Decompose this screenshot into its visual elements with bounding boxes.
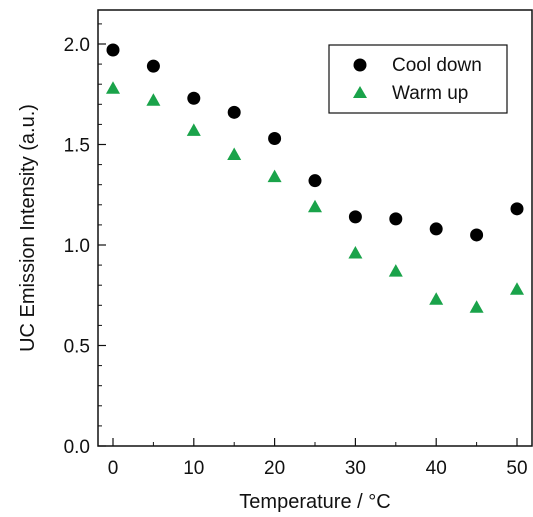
legend: Cool down Warm up xyxy=(328,44,508,114)
legend-label-cool-down: Cool down xyxy=(392,55,482,76)
cool-down-point xyxy=(308,174,322,188)
legend-box xyxy=(328,44,508,114)
warm-up-point xyxy=(348,246,363,259)
legend-label-warm-up: Warm up xyxy=(392,83,468,104)
cool-down-point xyxy=(227,105,241,119)
axis-ticks: 0 10 20 30 40 50 0.0 0.5 1.0 1.5 2.0 xyxy=(64,23,528,479)
cool-down-point xyxy=(389,212,403,226)
y-tick-label: 0.5 xyxy=(64,337,90,358)
warm-up-point xyxy=(186,123,201,136)
warm-up-point xyxy=(267,169,282,183)
series-layer xyxy=(106,43,524,313)
warm-up-point xyxy=(308,199,322,213)
cool-down-point xyxy=(268,131,282,145)
y-tick-label: 2.0 xyxy=(64,35,90,56)
y-tick-label: 1.0 xyxy=(64,236,90,257)
warm-up-point xyxy=(510,282,524,295)
legend-marker-warm-up xyxy=(353,86,367,98)
x-tick-label: 40 xyxy=(426,458,447,479)
warm-up-point xyxy=(469,300,484,313)
y-axis-label: UC Emission Intensity (a.u.) xyxy=(17,104,39,352)
x-tick-label: 0 xyxy=(108,458,119,479)
x-tick-label: 50 xyxy=(506,458,527,479)
cool-down-point xyxy=(106,43,120,57)
cool-down-point xyxy=(146,59,160,73)
y-tick-label: 1.5 xyxy=(64,136,90,157)
warm-up-point xyxy=(146,93,161,106)
x-tick-label: 10 xyxy=(183,458,204,479)
cool-down-point xyxy=(348,210,362,224)
legend-marker-cool-down xyxy=(353,58,367,72)
y-tick-label: 0.0 xyxy=(64,437,90,458)
x-tick-label: 30 xyxy=(345,458,366,479)
warm-up-point xyxy=(227,147,242,161)
warm-up-point xyxy=(106,81,120,94)
cool-down-point xyxy=(510,202,524,216)
warm-up-point xyxy=(388,264,403,277)
x-tick-label: 20 xyxy=(264,458,285,479)
cool-down-point xyxy=(187,91,201,105)
cool-down-point xyxy=(429,222,443,236)
cool-down-point xyxy=(470,228,484,242)
x-axis-label: Temperature / °C xyxy=(239,491,390,513)
warm-up-point xyxy=(429,292,444,305)
